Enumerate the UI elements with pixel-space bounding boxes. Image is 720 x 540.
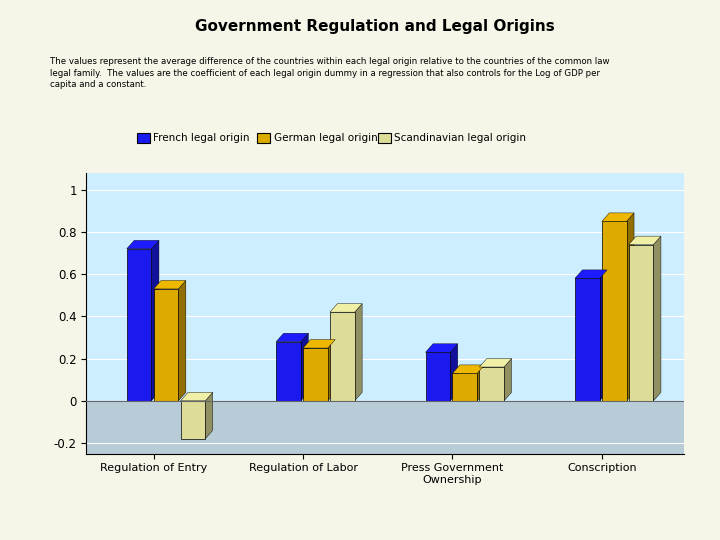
Text: German legal origin: German legal origin [274, 133, 377, 143]
Polygon shape [205, 393, 212, 439]
Polygon shape [450, 344, 458, 401]
Bar [602, 221, 626, 401]
Polygon shape [600, 270, 607, 401]
Polygon shape [504, 359, 511, 401]
Polygon shape [629, 236, 661, 245]
Polygon shape [477, 365, 485, 401]
Polygon shape [480, 359, 511, 367]
Bar [575, 278, 600, 401]
Polygon shape [602, 213, 634, 221]
Polygon shape [330, 303, 362, 312]
Polygon shape [153, 280, 186, 289]
Text: French legal origin: French legal origin [153, 133, 250, 143]
Text: The values represent the average difference of the countries within each legal o: The values represent the average differe… [50, 57, 610, 89]
Polygon shape [575, 270, 607, 278]
Polygon shape [303, 340, 336, 348]
Polygon shape [452, 365, 485, 373]
Bar [426, 352, 450, 401]
Bar [86, 401, 684, 454]
Polygon shape [179, 280, 186, 401]
Polygon shape [328, 340, 336, 401]
Text: Scandinavian legal origin: Scandinavian legal origin [394, 133, 526, 143]
Bar [330, 312, 355, 401]
Polygon shape [626, 213, 634, 401]
Polygon shape [355, 303, 362, 401]
Bar [629, 245, 654, 401]
Polygon shape [654, 236, 661, 401]
Bar [303, 348, 328, 401]
Bar [181, 401, 205, 439]
Polygon shape [276, 333, 308, 342]
Bar [480, 367, 504, 401]
Polygon shape [426, 344, 458, 352]
Polygon shape [181, 393, 212, 401]
Bar [127, 249, 151, 401]
Polygon shape [127, 240, 159, 249]
Bar [276, 342, 301, 401]
Text: Government Regulation and Legal Origins: Government Regulation and Legal Origins [194, 19, 554, 34]
Bar [452, 373, 477, 401]
Polygon shape [301, 333, 308, 401]
Polygon shape [151, 240, 159, 401]
Bar [153, 289, 179, 401]
